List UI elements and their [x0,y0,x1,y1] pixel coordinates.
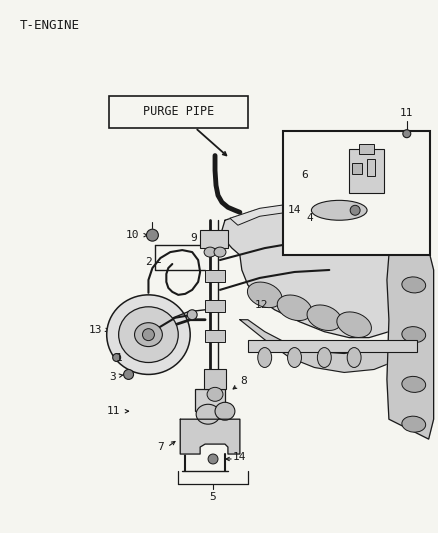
Bar [283,131,430,255]
Text: 11: 11 [400,108,413,118]
Text: T-ENGINE: T-ENGINE [19,19,79,33]
Text: 5: 5 [210,492,216,502]
Text: 14: 14 [288,205,301,215]
Text: 6: 6 [301,171,308,181]
Ellipse shape [258,348,272,367]
Ellipse shape [214,247,226,257]
Bar [359,144,374,154]
Polygon shape [180,419,240,454]
Ellipse shape [187,310,197,320]
Bar [204,369,226,389]
Ellipse shape [107,295,190,375]
Polygon shape [387,228,434,439]
Ellipse shape [247,282,282,308]
Bar [195,389,225,411]
Ellipse shape [196,404,220,424]
Ellipse shape [288,348,301,367]
Ellipse shape [350,205,360,215]
Bar [200,230,228,248]
Ellipse shape [402,416,426,432]
Ellipse shape [208,454,218,464]
Ellipse shape [318,348,331,367]
Ellipse shape [403,130,411,138]
Ellipse shape [204,247,216,257]
Ellipse shape [277,295,312,320]
Text: 8: 8 [240,376,247,386]
Ellipse shape [347,348,361,367]
Text: 1: 1 [115,352,122,362]
Ellipse shape [215,402,235,420]
Ellipse shape [402,376,426,392]
Text: 3: 3 [110,373,116,382]
Text: 13: 13 [89,325,102,335]
Bar [349,149,384,193]
Text: 2: 2 [145,257,152,267]
Bar [352,163,362,174]
Ellipse shape [337,312,371,337]
Ellipse shape [142,329,155,341]
Polygon shape [240,310,429,373]
Ellipse shape [207,387,223,401]
Text: 14: 14 [233,452,247,462]
Text: 4: 4 [306,213,313,223]
Ellipse shape [124,369,134,379]
Ellipse shape [113,353,120,361]
Ellipse shape [146,229,159,241]
Bar [248,340,417,352]
Text: 10: 10 [126,230,139,240]
Text: PURGE PIPE: PURGE PIPE [143,106,214,118]
Polygon shape [230,203,424,248]
Ellipse shape [307,305,342,330]
Bar [205,330,225,342]
Text: 11: 11 [107,406,120,416]
Ellipse shape [402,327,426,343]
Ellipse shape [134,322,162,346]
Ellipse shape [119,307,178,362]
Text: 7: 7 [157,442,164,452]
Text: 9: 9 [190,233,197,243]
Polygon shape [222,205,429,337]
Bar [109,96,248,128]
Ellipse shape [311,200,367,220]
Bar [367,158,375,176]
Ellipse shape [402,277,426,293]
Text: 12: 12 [255,300,268,310]
Bar [205,270,225,282]
Bar [205,300,225,312]
